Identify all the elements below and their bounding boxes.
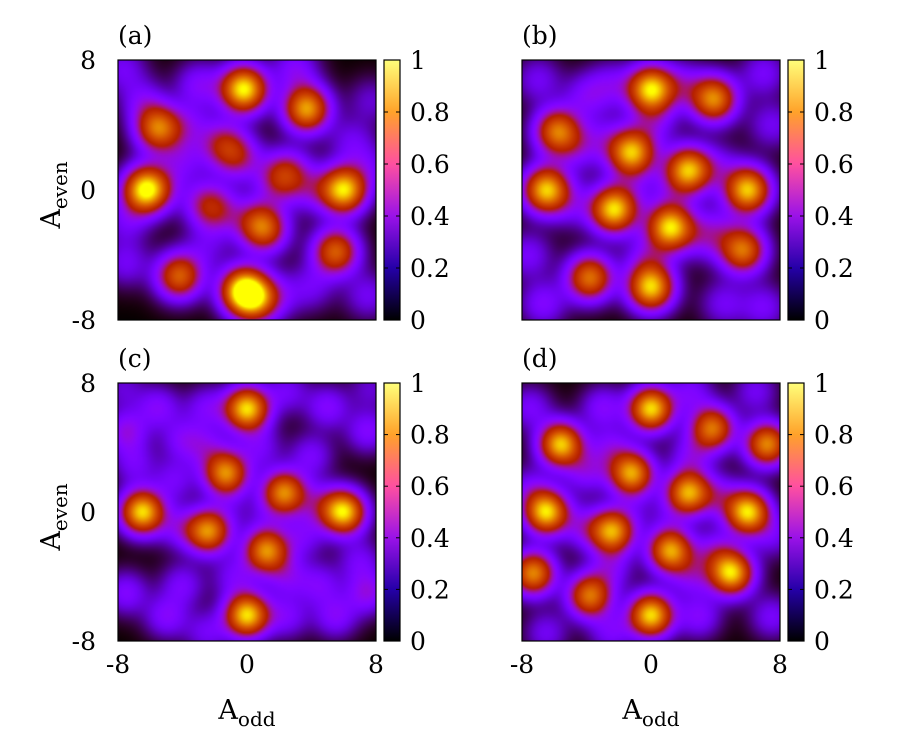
- colorbar-tick-label: 1: [814, 46, 830, 75]
- heatmap-image: [522, 60, 780, 320]
- plot-frame: [521, 59, 781, 321]
- colorbar: [383, 382, 401, 642]
- y-tick-label: -8: [72, 306, 96, 335]
- colorbar-tick-label: 1: [410, 369, 426, 398]
- panels: (a)80-8Aeven10.80.60.40.20(b)10.80.60.40…: [36, 21, 854, 731]
- colorbar-tick-label: 0: [410, 627, 426, 656]
- colorbar-tick-label: 0.6: [814, 472, 854, 501]
- x-axis-label: Aodd: [621, 695, 679, 731]
- colorbar-tick-label: 1: [410, 46, 426, 75]
- heatmap-image: [522, 383, 780, 641]
- x-axis-label-sub: odd: [642, 707, 680, 731]
- colorbar-tick-label: 0.8: [410, 98, 450, 127]
- panel-label: (b): [522, 21, 558, 50]
- colorbar-tick-label: 0: [814, 627, 830, 656]
- x-tick-label: -8: [510, 650, 534, 679]
- x-tick-label: 0: [239, 650, 255, 679]
- colorbar-tick-label: 0.4: [410, 524, 450, 553]
- panel-a: (a) 8 0 -8 Aeven 1 0.8 0.6 0.4 0.2 0: [36, 21, 450, 335]
- y-axis-label-sub: even: [48, 483, 72, 531]
- colorbar-tick-label: 0.4: [814, 202, 854, 231]
- colorbar-tick-label: 0.8: [814, 421, 854, 450]
- panel-label: (d): [522, 344, 558, 373]
- plot-frame: [521, 382, 781, 642]
- colorbar-tick-label: 0.4: [410, 202, 450, 231]
- y-tick-label: 0: [80, 498, 96, 527]
- x-axis-label-sub: odd: [238, 707, 276, 731]
- colorbar-tick-label: 0.6: [410, 150, 450, 179]
- x-tick-label: 8: [772, 650, 788, 679]
- colorbar-tick-label: 0.2: [410, 254, 450, 283]
- plot-frame: [117, 382, 377, 642]
- y-axis-label: Aeven: [36, 161, 72, 229]
- colorbar: [383, 59, 401, 321]
- x-axis-label: Aodd: [217, 695, 275, 731]
- x-tick-label: 0: [643, 650, 659, 679]
- y-tick-label: 8: [80, 46, 96, 75]
- y-axis-label-sub: even: [48, 161, 72, 209]
- colorbar-tick-label: 0.2: [814, 254, 854, 283]
- y-tick-label: -8: [72, 627, 96, 656]
- heatmap-image: [118, 383, 376, 641]
- colorbar-tick-label: 0: [814, 306, 830, 335]
- x-tick-label: 8: [368, 650, 384, 679]
- panel-label: (c): [118, 344, 152, 373]
- colorbar-tick-label: 0.6: [410, 472, 450, 501]
- colorbar-tick-label: 0.8: [814, 98, 854, 127]
- colorbar-tick-label: 0: [410, 306, 426, 335]
- x-tick-label: -8: [106, 650, 130, 679]
- panel-b: (b) 1 0.8 0.6 0.4 0.2 0: [521, 21, 854, 335]
- colorbar: [787, 382, 805, 642]
- colorbar-tick-label: 0.4: [814, 524, 854, 553]
- colorbar: [787, 59, 805, 321]
- heatmap-image: [118, 60, 376, 320]
- y-axis-label: Aeven: [36, 483, 72, 551]
- plot-frame: [117, 59, 377, 321]
- colorbar-tick-label: 0.2: [814, 575, 854, 604]
- colorbar-tick-label: 1: [814, 369, 830, 398]
- colorbar-tick-label: 0.8: [410, 421, 450, 450]
- panel-label: (a): [118, 21, 152, 50]
- y-tick-label: 8: [80, 369, 96, 398]
- colorbar-tick-label: 0.2: [410, 575, 450, 604]
- y-tick-label: 0: [80, 176, 96, 205]
- colorbar-tick-label: 0.6: [814, 150, 854, 179]
